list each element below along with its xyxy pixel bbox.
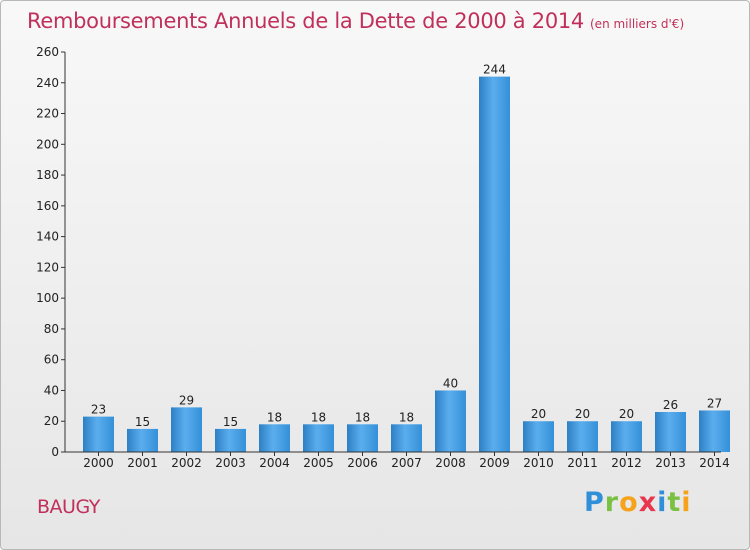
y-tick-label: 220 xyxy=(36,107,59,121)
x-tick-label-2003: 2003 xyxy=(215,456,246,470)
bar-2009 xyxy=(479,76,510,452)
value-label-2002: 29 xyxy=(179,393,194,407)
y-tick-label: 120 xyxy=(36,260,59,274)
x-tick-label-2008: 2008 xyxy=(435,456,466,470)
value-label-2004: 18 xyxy=(267,410,282,424)
value-label-2005: 18 xyxy=(311,410,326,424)
bar-2012 xyxy=(611,421,642,452)
x-tick-label-2012: 2012 xyxy=(611,456,642,470)
x-tick-label-2002: 2002 xyxy=(171,456,202,470)
value-label-2001: 15 xyxy=(135,415,150,429)
value-label-2010: 20 xyxy=(531,407,546,421)
y-tick-label: 160 xyxy=(36,199,59,213)
value-label-2012: 20 xyxy=(619,407,634,421)
x-tick-label-2004: 2004 xyxy=(259,456,290,470)
x-axis: 2000 2001 2002 2003 2004 2005 2006 2007 2008 2009… xyxy=(65,451,730,470)
bar-2004 xyxy=(259,424,290,452)
bar-2001 xyxy=(127,428,158,452)
proxiti-logo: Proxiti xyxy=(584,487,692,518)
value-label-2000: 23 xyxy=(91,403,106,417)
bar-2000 xyxy=(83,416,114,452)
logo-letter: i xyxy=(681,487,692,518)
x-tick-label-2010: 2010 xyxy=(523,456,554,470)
x-tick-label-2007: 2007 xyxy=(391,456,422,470)
x-tick-label-2006: 2006 xyxy=(347,456,378,470)
bars: 23 15 29 15 18 18 18 18 40 244 20 20 20 26 27 xyxy=(83,63,730,452)
y-tick-label: 20 xyxy=(44,414,59,428)
bar-2006 xyxy=(347,424,378,452)
y-tick-label: 80 xyxy=(44,322,59,336)
commune-name: BAUGY xyxy=(37,496,100,518)
y-tick-label: 100 xyxy=(36,291,59,305)
bar-2003 xyxy=(215,428,246,452)
x-tick-label-2014: 2014 xyxy=(699,456,730,470)
bar-2005 xyxy=(303,424,334,452)
value-label-2008: 40 xyxy=(443,376,458,390)
x-tick-label-2013: 2013 xyxy=(655,456,686,470)
logo-letter: x xyxy=(638,487,658,518)
y-tick-label: 60 xyxy=(44,353,59,367)
value-label-2009: 244 xyxy=(483,63,506,77)
bar-2008 xyxy=(435,390,466,452)
bar-2011 xyxy=(567,421,598,452)
y-tick-label: 200 xyxy=(36,137,59,151)
value-label-2006: 18 xyxy=(355,410,370,424)
bar-2014 xyxy=(699,410,730,452)
y-tick-label: 140 xyxy=(36,230,59,244)
chart-title-text: Remboursements Annuels de la Dette de 20… xyxy=(27,9,584,33)
y-tick-label: 180 xyxy=(36,168,59,182)
y-axis: 0 20 40 60 80 100 120 140 160 180 200 220 240 260 xyxy=(36,45,66,459)
value-label-2013: 26 xyxy=(663,398,678,412)
y-tick-label: 40 xyxy=(44,383,59,397)
x-tick-label-2005: 2005 xyxy=(303,456,334,470)
x-tick-label-2000: 2000 xyxy=(83,456,114,470)
value-label-2014: 27 xyxy=(707,396,722,410)
x-tick-label-2011: 2011 xyxy=(567,456,598,470)
logo-letter: r xyxy=(604,487,620,518)
logo-letter: o xyxy=(619,487,639,518)
bar-2013 xyxy=(655,412,686,452)
logo-letter: t xyxy=(667,487,682,518)
x-tick-label-2001: 2001 xyxy=(127,456,158,470)
y-tick-label: 240 xyxy=(36,76,59,90)
y-tick-label: 0 xyxy=(51,445,59,459)
bar-2010 xyxy=(523,421,554,452)
y-tick-label: 260 xyxy=(36,45,59,59)
bar-2002 xyxy=(171,407,202,452)
x-tick-label-2009: 2009 xyxy=(479,456,510,470)
logo-letter: i xyxy=(657,487,668,518)
value-label-2003: 15 xyxy=(223,415,238,429)
bar-2007 xyxy=(391,424,422,452)
value-label-2011: 20 xyxy=(575,407,590,421)
value-label-2007: 18 xyxy=(399,410,414,424)
logo-letter: P xyxy=(584,487,605,518)
chart-title: Remboursements Annuels de la Dette de 20… xyxy=(27,9,684,33)
chart-unit: (en milliers d'€) xyxy=(590,17,685,31)
